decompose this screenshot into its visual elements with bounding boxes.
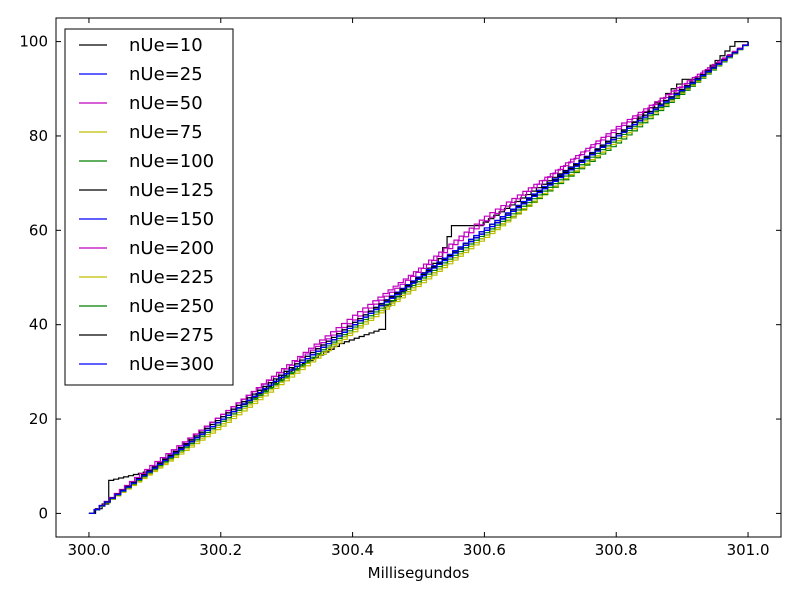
y-tick-label: 40 [29,316,48,334]
legend-label: nUe=300 [129,354,214,375]
series-layer [88,40,749,515]
legend-frame [64,28,234,386]
x-axis-label: Millisegundos [368,564,470,582]
legend-label: nUe=150 [129,209,214,230]
legend-label: nUe=200 [129,238,214,259]
legend-label: nUe=25 [129,64,203,85]
legend-label: nUe=75 [129,122,203,143]
series-line-nue-50 [88,41,749,515]
x-tick-label: 300.2 [199,541,242,559]
legend-label: nUe=275 [129,325,214,346]
y-tick-label: 100 [19,33,48,51]
legend-label: nUe=50 [129,93,203,114]
y-tick-label: 60 [29,221,48,239]
y-tick-label: 20 [29,410,48,428]
y-tick-label: 80 [29,127,48,145]
x-tick-label: 300.4 [331,541,374,559]
legend: nUe=10 nUe=25 nUe=50 nUe=75 nUe=100 nUe=125 nU… [64,28,234,386]
x-tick-label: 300.0 [67,541,110,559]
y-tick-label: 0 [38,504,48,522]
legend-label: nUe=125 [129,180,214,201]
plot-area-frame [55,17,782,538]
legend-label: nUe=100 [129,151,214,172]
legend-label: nUe=225 [129,267,214,288]
legend-label: nUe=10 [129,35,203,56]
x-tick-label: 300.8 [595,541,638,559]
ticks-layer: 300.0 300.2 300.4 300.6 300.8 301.0 0 20 40 60 80 1… [19,18,781,559]
legend-label: nUe=250 [129,296,214,317]
series-line-nue-200 [88,41,749,515]
x-tick-label: 301.0 [727,541,770,559]
x-tick-label: 300.6 [463,541,506,559]
series-line-nue-300 [88,41,749,515]
